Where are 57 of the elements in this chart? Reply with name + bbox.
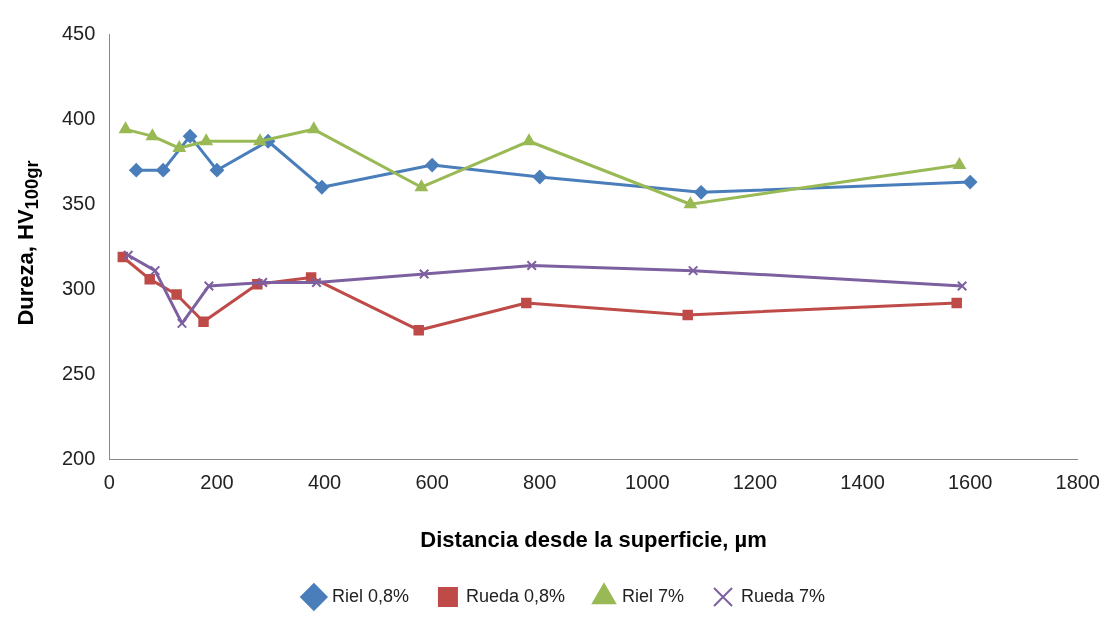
point bbox=[311, 277, 322, 288]
point bbox=[200, 134, 213, 146]
point bbox=[156, 163, 171, 178]
legend-label: Riel 7% bbox=[622, 585, 685, 606]
point bbox=[522, 134, 536, 146]
x-tick-label: 1400 bbox=[840, 471, 885, 494]
x-tick-label: 600 bbox=[415, 471, 449, 494]
y-tick-label: 300 bbox=[61, 276, 96, 299]
point bbox=[209, 163, 224, 178]
point bbox=[183, 129, 198, 144]
point bbox=[684, 197, 697, 209]
point bbox=[198, 316, 209, 327]
y-tick-label: 450 bbox=[61, 21, 96, 44]
legend-label: Rueda 7% bbox=[741, 585, 826, 606]
point bbox=[122, 250, 134, 261]
point bbox=[521, 297, 532, 309]
x-tick-label: 1800 bbox=[1055, 471, 1100, 494]
point bbox=[307, 122, 320, 134]
x-axis-title: Distancia desde la superficie, µm bbox=[420, 526, 767, 552]
point bbox=[129, 163, 144, 178]
point bbox=[119, 122, 132, 134]
point bbox=[963, 175, 978, 190]
x-tick-label: 800 bbox=[523, 471, 557, 494]
point bbox=[203, 280, 215, 292]
y-tick-label: 250 bbox=[61, 362, 96, 384]
point bbox=[682, 309, 693, 321]
point bbox=[694, 185, 709, 200]
point bbox=[413, 324, 424, 336]
y-tick-label: 350 bbox=[61, 191, 96, 214]
point bbox=[173, 141, 186, 153]
x-tick-label: 400 bbox=[307, 471, 342, 494]
point bbox=[532, 170, 547, 184]
point bbox=[149, 265, 161, 276]
point bbox=[953, 158, 966, 170]
point bbox=[951, 297, 962, 309]
x-tick-label: 1000 bbox=[625, 471, 670, 494]
x-tick-label: 200 bbox=[200, 471, 234, 494]
point bbox=[956, 280, 968, 292]
x-tick-label: 1600 bbox=[947, 471, 993, 494]
point bbox=[144, 273, 155, 285]
point bbox=[176, 318, 188, 329]
point bbox=[526, 260, 537, 271]
point bbox=[314, 180, 329, 195]
point bbox=[687, 265, 699, 276]
point bbox=[418, 268, 430, 280]
x-tick-label: 1200 bbox=[732, 471, 778, 494]
point bbox=[253, 134, 267, 146]
point bbox=[415, 180, 428, 192]
x-tick-label: 0 bbox=[103, 471, 115, 494]
point bbox=[257, 277, 268, 288]
point bbox=[425, 158, 440, 173]
legend-label: Rueda 0,8% bbox=[465, 585, 566, 606]
y-tick-label: 400 bbox=[61, 106, 96, 129]
y-tick-label: 200 bbox=[61, 447, 96, 470]
point bbox=[171, 289, 182, 300]
legend-label: Riel 0,8% bbox=[331, 585, 409, 606]
point bbox=[146, 129, 159, 141]
